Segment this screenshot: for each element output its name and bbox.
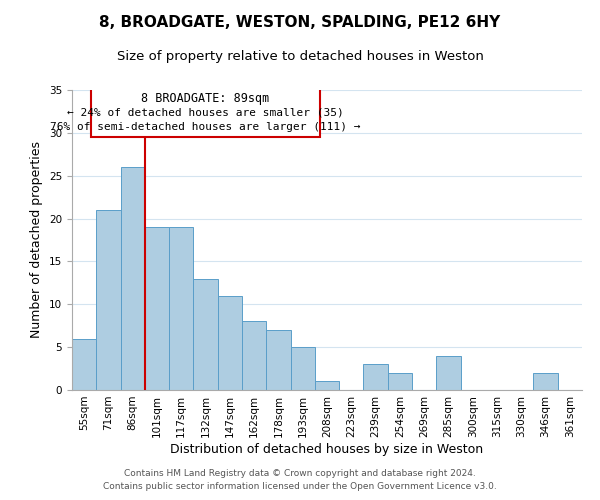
X-axis label: Distribution of detached houses by size in Weston: Distribution of detached houses by size … bbox=[170, 442, 484, 456]
Bar bbox=[96, 210, 121, 390]
Bar bbox=[533, 373, 558, 390]
Bar bbox=[388, 373, 412, 390]
Text: ← 24% of detached houses are smaller (35): ← 24% of detached houses are smaller (35… bbox=[67, 107, 344, 117]
Bar bbox=[315, 382, 339, 390]
Text: Size of property relative to detached houses in Weston: Size of property relative to detached ho… bbox=[116, 50, 484, 63]
Bar bbox=[193, 278, 218, 390]
Bar bbox=[436, 356, 461, 390]
Text: 8 BROADGATE: 89sqm: 8 BROADGATE: 89sqm bbox=[142, 92, 269, 104]
Bar bbox=[121, 167, 145, 390]
Text: Contains public sector information licensed under the Open Government Licence v3: Contains public sector information licen… bbox=[103, 482, 497, 491]
Bar bbox=[72, 338, 96, 390]
FancyBboxPatch shape bbox=[91, 88, 320, 137]
Bar bbox=[218, 296, 242, 390]
Bar bbox=[145, 227, 169, 390]
Bar bbox=[290, 347, 315, 390]
Text: Contains HM Land Registry data © Crown copyright and database right 2024.: Contains HM Land Registry data © Crown c… bbox=[124, 468, 476, 477]
Text: 76% of semi-detached houses are larger (111) →: 76% of semi-detached houses are larger (… bbox=[50, 122, 361, 132]
Bar bbox=[364, 364, 388, 390]
Bar bbox=[169, 227, 193, 390]
Bar bbox=[242, 322, 266, 390]
Y-axis label: Number of detached properties: Number of detached properties bbox=[31, 142, 43, 338]
Text: 8, BROADGATE, WESTON, SPALDING, PE12 6HY: 8, BROADGATE, WESTON, SPALDING, PE12 6HY bbox=[100, 15, 500, 30]
Bar bbox=[266, 330, 290, 390]
